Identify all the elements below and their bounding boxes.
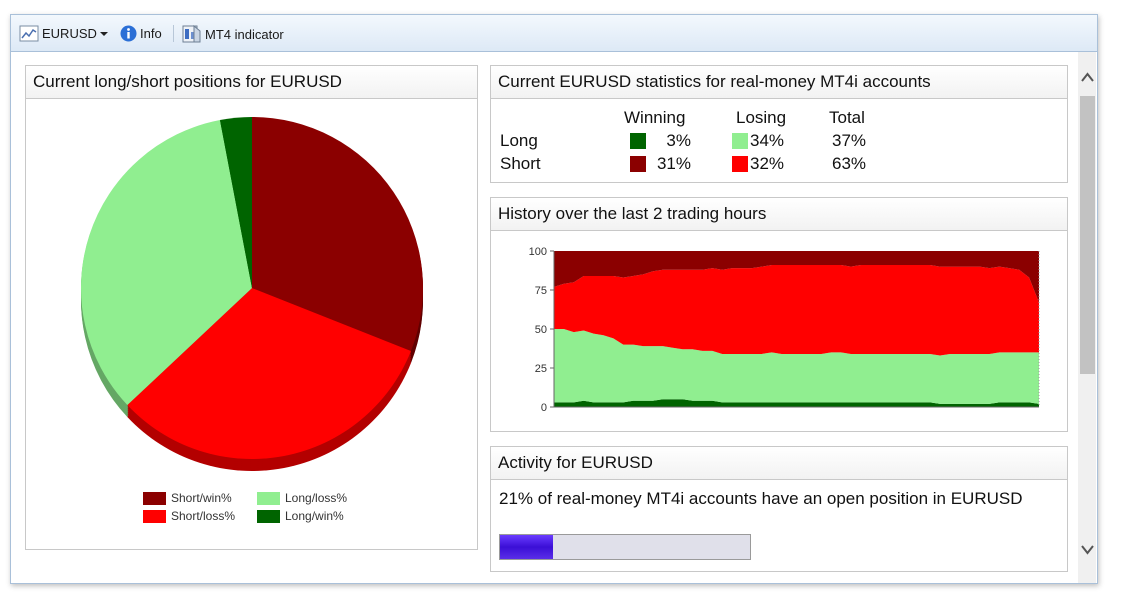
area-series-short-win (554, 251, 1039, 303)
pie-slice-long-loss (81, 120, 252, 406)
col-header-total: Total (829, 108, 865, 127)
long-total-value: 37% (832, 131, 867, 150)
activity-panel-title: Activity for EURUSD (491, 447, 1067, 480)
area-series-long-loss (554, 329, 1039, 404)
chart-icon (19, 25, 39, 42)
info-icon (120, 25, 137, 42)
short-win-swatch (630, 156, 646, 172)
short-winning-value: 31% (656, 154, 691, 173)
col-header-winning: Winning (624, 108, 686, 127)
history-panel: History over the last 2 trading hours 0 2… (490, 197, 1068, 432)
activity-progress-bar (499, 534, 751, 560)
pie-slice-short-loss (127, 288, 411, 460)
activity-text: 21% of real-money MT4i accounts have an … (499, 489, 1023, 508)
area-series-long-win (554, 399, 1039, 407)
positions-panel-title: Current long/short positions for EURUSD (26, 66, 477, 99)
row-label-long: Long (500, 131, 538, 150)
history-area-chart: 0 25 50 75 100 (529, 246, 1040, 414)
app-window: EURUSD Info MT4 indicator Current lo (10, 14, 1098, 584)
indicator-file-icon (182, 25, 201, 43)
indicator-label: MT4 indicator (205, 26, 284, 42)
mt4-indicator-button[interactable]: MT4 indicator (182, 25, 284, 43)
caret-down-icon (99, 31, 108, 36)
y-tick-label-1: 25 (535, 363, 547, 375)
scroll-up-arrow-icon[interactable] (1080, 70, 1095, 84)
pie-slice-short-win (252, 117, 423, 351)
long-winning-value: 3% (666, 131, 691, 150)
vertical-scrollbar[interactable] (1078, 52, 1096, 583)
y-tick-label-2: 50 (535, 324, 547, 336)
positions-pie-chart (81, 117, 424, 472)
symbol-label: EURUSD (42, 26, 97, 41)
area-series-short-loss (554, 265, 1039, 356)
y-tick-label-3: 75 (535, 285, 547, 297)
short-total-value: 63% (832, 154, 867, 173)
long-losing-value: 34% (750, 131, 785, 150)
scroll-thumb[interactable] (1080, 96, 1095, 374)
scroll-down-arrow-icon[interactable] (1080, 542, 1095, 556)
long-win-swatch (630, 133, 646, 149)
info-label: Info (140, 26, 162, 41)
short-losing-value: 32% (750, 154, 785, 173)
symbol-dropdown[interactable]: EURUSD (19, 25, 108, 42)
col-header-losing: Losing (736, 108, 787, 127)
main-content: Current long/short positions for EURUSD … (11, 52, 1077, 583)
statistics-table: Winning Losing Total Long 3% 34% 37% Sho… (491, 100, 1067, 180)
history-panel-title: History over the last 2 trading hours (491, 198, 1067, 231)
y-tick-label-0: 0 (541, 402, 547, 414)
y-tick-label-4: 100 (529, 246, 547, 258)
statistics-panel: Current EURUSD statistics for real-money… (490, 65, 1068, 183)
pie-slice-long-win (219, 117, 252, 288)
activity-progress-fill (500, 535, 553, 559)
toolbar-divider (173, 25, 174, 42)
long-loss-swatch (732, 133, 748, 149)
positions-panel: Current long/short positions for EURUSD … (25, 65, 478, 550)
info-button[interactable]: Info (120, 25, 162, 42)
toolbar: EURUSD Info MT4 indicator (11, 15, 1097, 52)
statistics-panel-title: Current EURUSD statistics for real-money… (491, 66, 1067, 99)
row-label-short: Short (500, 154, 541, 173)
short-loss-swatch (732, 156, 748, 172)
activity-panel: Activity for EURUSD 21% of real-money MT… (490, 446, 1068, 572)
